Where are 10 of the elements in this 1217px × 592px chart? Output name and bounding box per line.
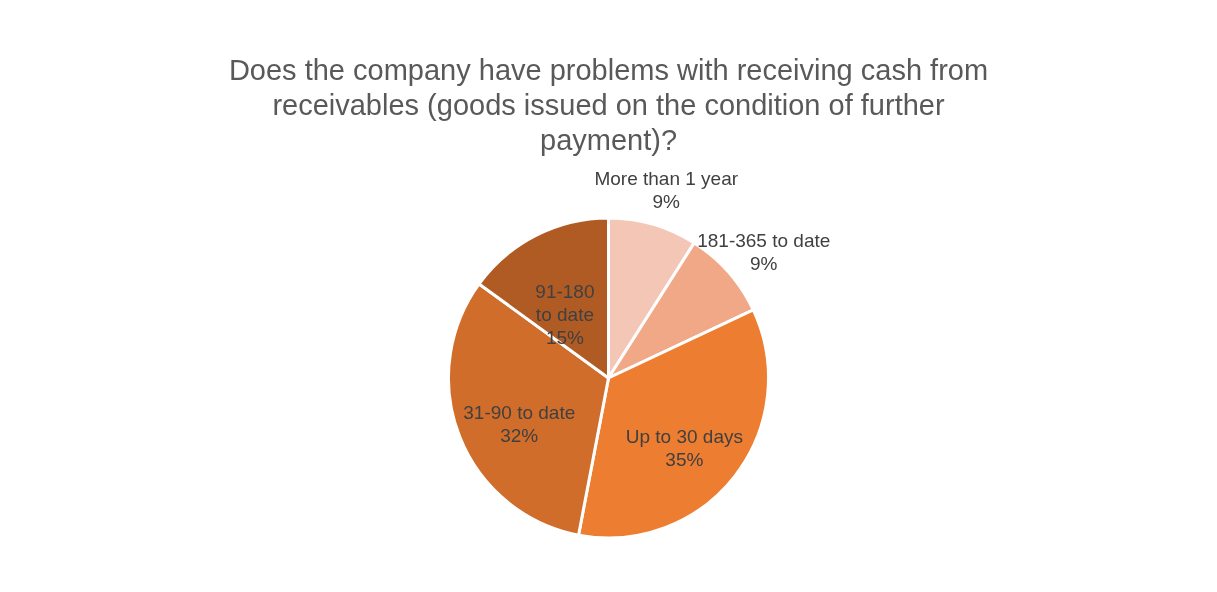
slice-label: 31-90 to date: [463, 402, 576, 424]
data-label: 32%: [500, 425, 539, 447]
data-label: 35%: [665, 448, 704, 470]
chart-title: Does the company have problems with receiving cash from receivables (goods issued on the condition of further payment)?: [228, 54, 989, 156]
slice-label: Up to 30 days: [625, 425, 743, 447]
slice-label: 181-365 to date: [697, 230, 831, 252]
data-label: 9%: [652, 191, 681, 213]
data-label: 9%: [750, 253, 778, 275]
slice-label: More than 1 year: [594, 168, 739, 190]
slice-label: 91-180 to date: [535, 281, 595, 326]
